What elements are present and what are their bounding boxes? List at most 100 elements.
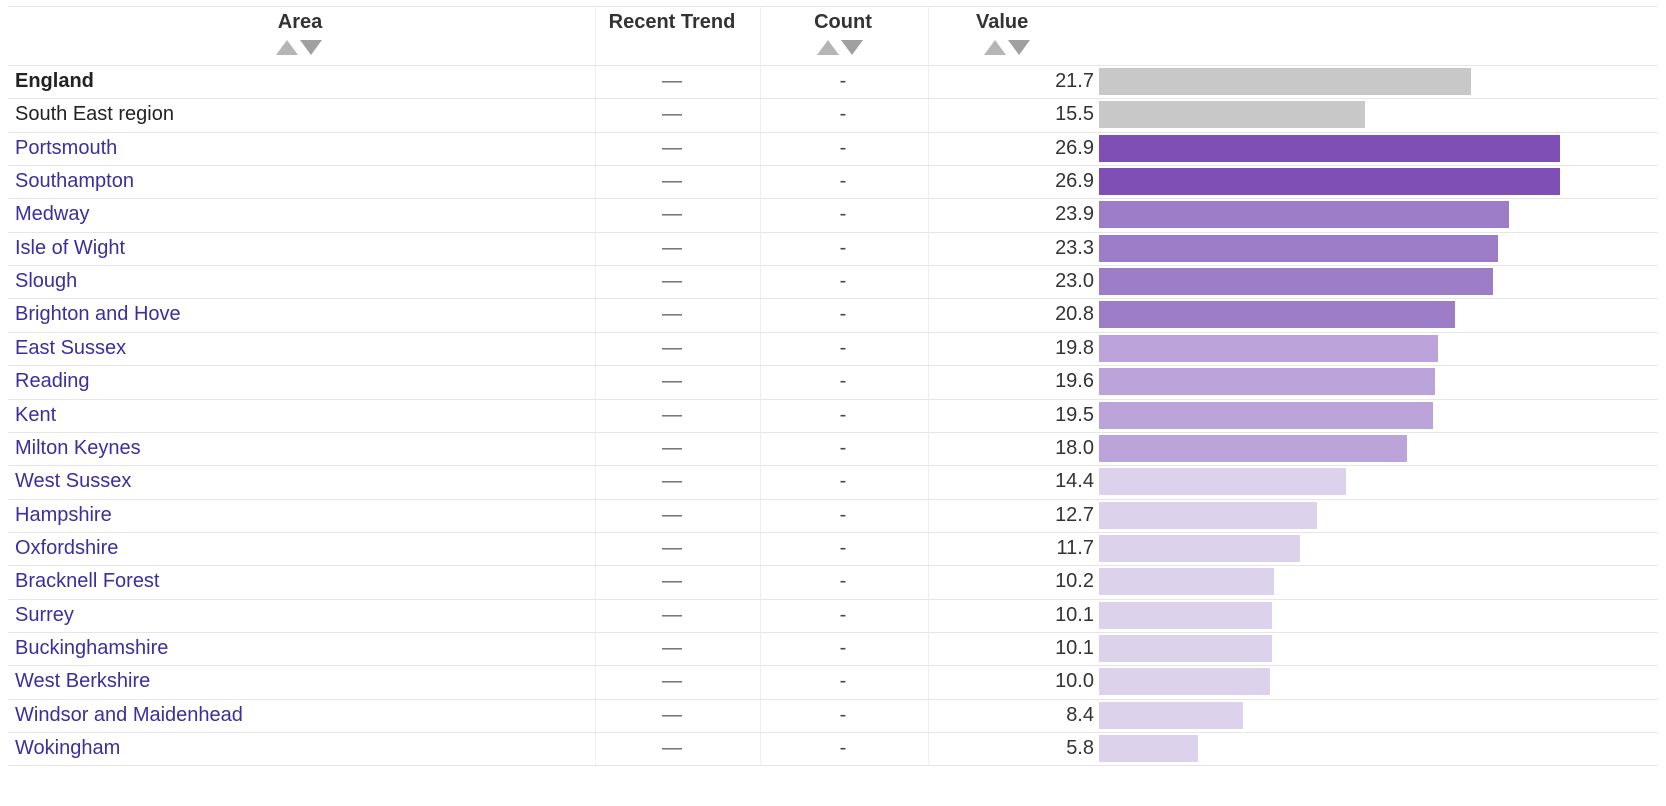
area-name[interactable]: Southampton xyxy=(15,170,134,193)
sort-arrows[interactable] xyxy=(276,40,322,55)
value-label: 11.7 xyxy=(1056,536,1094,559)
recent-trend: — xyxy=(662,570,682,593)
area-name[interactable]: Slough xyxy=(15,270,78,293)
row-separator xyxy=(8,198,1658,200)
value-label: 19.8 xyxy=(1055,336,1094,359)
count: - xyxy=(839,403,847,426)
recent-trend: — xyxy=(662,303,682,326)
recent-trend: — xyxy=(662,103,682,126)
row-separator xyxy=(8,665,1658,667)
row-separator xyxy=(8,231,1658,233)
value-bar xyxy=(1099,401,1434,429)
value-label: 26.9 xyxy=(1055,170,1094,193)
recent-trend: — xyxy=(662,70,682,92)
row-separator xyxy=(8,365,1658,367)
value-bar xyxy=(1099,701,1243,729)
recent-trend: — xyxy=(662,703,682,726)
value-bar xyxy=(1099,735,1199,762)
area-name[interactable]: Reading xyxy=(15,370,90,393)
recent-trend: — xyxy=(662,670,682,693)
area-name[interactable]: Oxfordshire xyxy=(15,536,119,559)
value-bar xyxy=(1099,468,1346,496)
area-name[interactable]: Bracknell Forest xyxy=(15,570,160,593)
value-bar xyxy=(1099,234,1499,262)
recent-trend: — xyxy=(662,737,682,759)
row-separator xyxy=(8,165,1658,167)
recent-trend: — xyxy=(662,603,682,626)
sort-arrows[interactable] xyxy=(984,40,1030,55)
area-name[interactable]: Isle of Wight xyxy=(15,236,126,259)
area-name[interactable]: Buckinghamshire xyxy=(15,636,169,659)
value-bar xyxy=(1099,368,1435,396)
value-label: 8.4 xyxy=(1066,703,1094,726)
row-separator xyxy=(8,565,1658,567)
recent-trend: — xyxy=(662,503,682,526)
area-name[interactable]: East Sussex xyxy=(15,336,127,359)
recent-trend: — xyxy=(662,270,682,293)
area-name[interactable]: Hampshire xyxy=(15,503,112,526)
value-bar xyxy=(1099,334,1439,362)
count: - xyxy=(839,270,847,293)
area-name[interactable]: Portsmouth xyxy=(15,136,118,159)
row-separator xyxy=(8,131,1658,133)
row-separator xyxy=(8,398,1658,400)
area-name[interactable]: Kent xyxy=(15,403,57,426)
recent-trend: — xyxy=(662,236,682,259)
column-divider xyxy=(928,6,929,766)
area-name[interactable]: Wokingham xyxy=(15,737,121,759)
value-bar xyxy=(1099,568,1274,596)
value-bar xyxy=(1099,501,1317,529)
count: - xyxy=(839,336,847,359)
column-divider xyxy=(760,6,761,766)
value-bar xyxy=(1099,268,1494,296)
row-separator xyxy=(8,531,1658,533)
value-label: 14.4 xyxy=(1055,470,1094,493)
area-name[interactable]: Windsor and Maidenhead xyxy=(15,703,243,726)
area-name[interactable]: West Berkshire xyxy=(15,670,151,693)
header-top-line xyxy=(8,6,1658,7)
row-separator xyxy=(8,732,1658,733)
area-name[interactable]: Medway xyxy=(15,203,90,226)
value-bar xyxy=(1099,534,1300,562)
value-bar xyxy=(1099,168,1560,196)
header-area[interactable]: Area xyxy=(277,11,323,33)
value-label: 10.0 xyxy=(1055,670,1094,693)
column-divider xyxy=(595,6,596,766)
count: - xyxy=(839,370,847,393)
row-separator xyxy=(8,498,1658,500)
recent-trend: — xyxy=(662,136,682,159)
count: - xyxy=(839,70,847,92)
recent-trend: — xyxy=(662,470,682,493)
area-name: England xyxy=(15,70,94,92)
value-label: 5.8 xyxy=(1066,737,1094,759)
value-label: 23.0 xyxy=(1055,270,1094,293)
area-name[interactable]: Surrey xyxy=(15,603,74,626)
value-label: 21.7 xyxy=(1055,70,1094,92)
count: - xyxy=(839,570,847,593)
value-label: 10.1 xyxy=(1055,603,1094,626)
value-label: 26.9 xyxy=(1055,136,1094,159)
value-label: 18.0 xyxy=(1055,436,1094,459)
value-bar xyxy=(1099,668,1271,696)
count: - xyxy=(839,203,847,226)
row-separator xyxy=(8,265,1658,267)
header-value[interactable]: Value xyxy=(976,11,1029,33)
area-name[interactable]: Brighton and Hove xyxy=(15,303,181,326)
value-bar xyxy=(1099,68,1471,95)
count: - xyxy=(839,170,847,193)
value-label: 12.7 xyxy=(1055,503,1094,526)
count: - xyxy=(839,603,847,626)
recent-trend: — xyxy=(662,536,682,559)
area-name[interactable]: Milton Keynes xyxy=(15,436,141,459)
recent-trend: — xyxy=(662,336,682,359)
value-label: 23.3 xyxy=(1055,236,1094,259)
count: - xyxy=(839,136,847,159)
header-count[interactable]: Count xyxy=(814,11,872,33)
count: - xyxy=(839,103,847,126)
count: - xyxy=(839,737,847,759)
count: - xyxy=(839,503,847,526)
sort-arrows[interactable] xyxy=(817,40,863,55)
area-name[interactable]: West Sussex xyxy=(15,470,132,493)
value-label: 23.9 xyxy=(1055,203,1094,226)
